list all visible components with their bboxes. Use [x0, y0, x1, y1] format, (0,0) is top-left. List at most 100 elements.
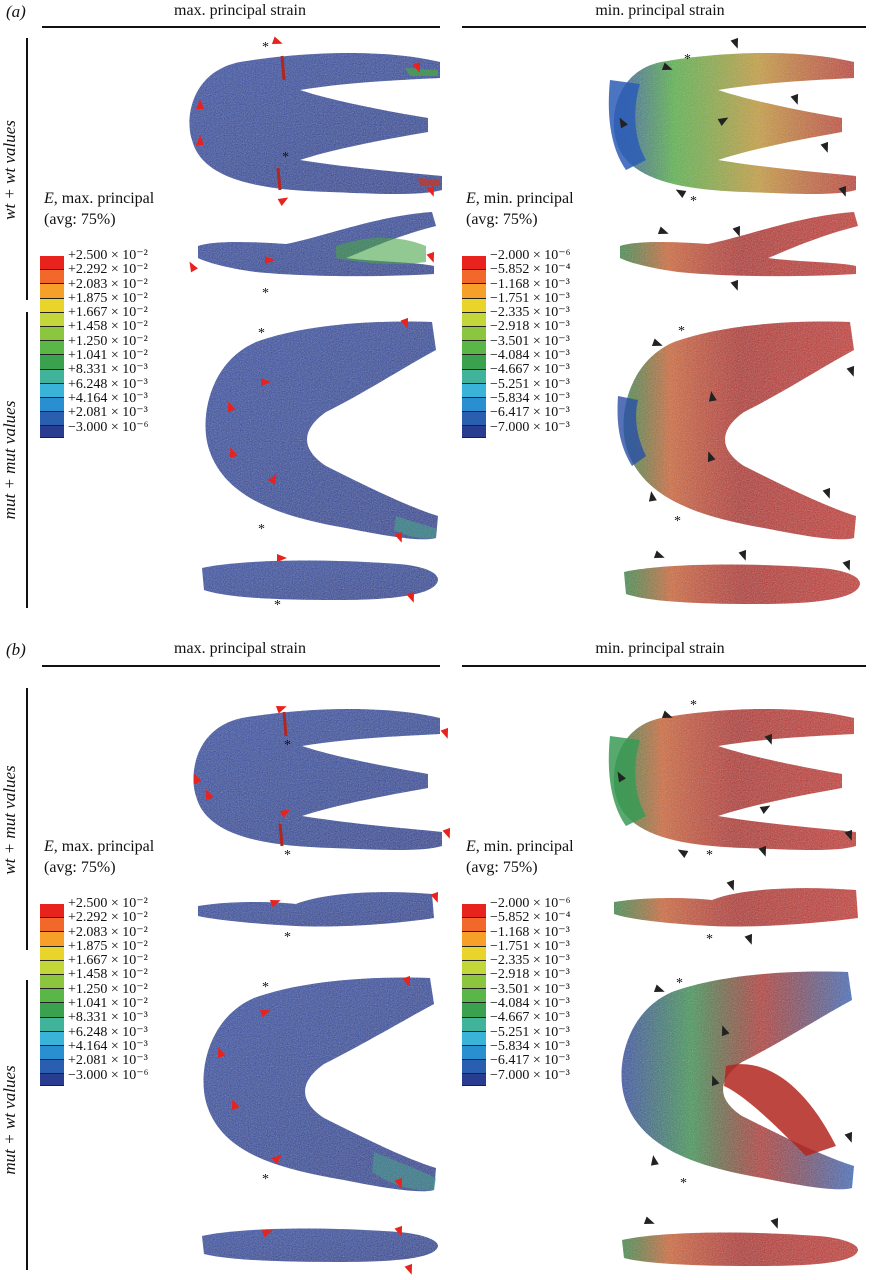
panel-b-row2-rule — [26, 980, 28, 1270]
arrowhead-marker — [764, 733, 773, 745]
arrowhead-marker — [838, 185, 847, 197]
asterisk-marker: * — [706, 848, 713, 863]
legend-swatch — [462, 946, 486, 961]
legend-tick-label: −3.000 × 10⁻⁶ — [68, 419, 149, 435]
legend-tick-label: +1.250 × 10⁻² — [68, 981, 148, 997]
legend-avg: (avg: 75%) — [466, 859, 538, 876]
legend-tick-label: +1.458 × 10⁻² — [68, 967, 148, 983]
legend-b-max-ticks: +2.500 × 10⁻² +2.292 × 10⁻² +2.083 × 10⁻² +… — [68, 896, 149, 1083]
legend-tick-label: −1.751 × 10⁻³ — [490, 938, 570, 954]
legend-swatch — [462, 1003, 486, 1018]
arrowhead-marker — [758, 845, 767, 857]
legend-tick-label: −2.000 × 10⁻⁶ — [490, 248, 571, 263]
arrowhead-marker — [653, 984, 665, 993]
jaw-b-wtmut-min-lateral — [614, 888, 858, 927]
legend-tick-label: −5.834 × 10⁻³ — [490, 1038, 570, 1054]
legend-swatch — [40, 412, 64, 427]
arrowhead-marker — [770, 1217, 779, 1229]
legend-swatch — [462, 270, 486, 285]
arrowhead-marker — [822, 487, 831, 499]
arrowhead-marker — [277, 554, 287, 562]
legend-swatch — [462, 383, 486, 398]
asterisk-marker: * — [258, 522, 265, 537]
legend-var: E — [466, 838, 476, 855]
arrowhead-marker — [193, 773, 202, 785]
legend-swatch — [462, 1017, 486, 1032]
legend-swatch — [462, 326, 486, 342]
legend-swatch — [40, 1060, 64, 1075]
asterisk-marker: * — [262, 1172, 269, 1187]
legend-tick-label: +8.331 × 10⁻³ — [68, 362, 148, 378]
legend-tick-label: +2.081 × 10⁻³ — [68, 1053, 148, 1069]
legend-tick-label: +8.331 × 10⁻³ — [68, 1010, 148, 1026]
legend-swatch — [40, 383, 64, 398]
legend-avg: (avg: 75%) — [44, 859, 116, 876]
legend-swatch — [40, 256, 64, 271]
legend-swatch — [40, 369, 64, 384]
asterisk-marker: * — [284, 738, 291, 753]
arrowhead-marker — [271, 36, 283, 45]
legend-tick-label: +1.667 × 10⁻² — [68, 953, 148, 969]
legend-swatch — [40, 932, 64, 947]
legend-swatch — [462, 312, 486, 327]
asterisk-marker: * — [282, 150, 289, 165]
legend-tick-label: −3.501 × 10⁻³ — [490, 333, 570, 349]
legend-swatch — [40, 355, 64, 370]
legend-swatch — [462, 960, 486, 975]
legend-tick-label: +1.458 × 10⁻² — [68, 319, 148, 335]
legend-avg: (avg: 75%) — [44, 211, 116, 228]
legend-avg: (avg: 75%) — [466, 211, 538, 228]
legend-title-text: , min. principal — [475, 190, 574, 207]
legend-a-max-title: E, max. principal (avg: 75%) — [44, 188, 154, 230]
legend-tick-label: +1.041 × 10⁻² — [68, 348, 148, 364]
legend-var: E — [466, 190, 476, 207]
arrowhead-marker — [661, 710, 673, 719]
legend-swatch — [462, 989, 486, 1004]
legend-tick-label: +2.292 × 10⁻² — [68, 262, 148, 278]
legend-swatch — [40, 946, 64, 961]
panel-letter-b: (b) — [6, 640, 26, 659]
legend-tick-label: −4.667 × 10⁻³ — [490, 362, 570, 378]
legend-swatch — [40, 1074, 64, 1087]
legend-title-text: , min. principal — [475, 838, 574, 855]
legend-swatch — [462, 412, 486, 427]
jaw-b-mutwt-max-dorsal — [203, 977, 436, 1192]
arrowhead-marker — [651, 338, 663, 347]
legend-tick-label: +2.292 × 10⁻² — [68, 910, 148, 926]
legend-tick-label: −7.000 × 10⁻³ — [490, 1067, 570, 1083]
legend-title-text: , max. principal — [53, 190, 155, 207]
panel-b-col2-title: min. principal strain — [595, 640, 725, 657]
panel-b-col2-rule — [462, 665, 866, 667]
panel-b-row1-rule — [26, 688, 28, 950]
asterisk-marker: * — [678, 324, 685, 339]
arrowhead-marker — [196, 135, 204, 145]
panel-a-col1-title: max. principal strain — [174, 2, 306, 19]
arrowhead-marker — [738, 549, 747, 561]
arrowhead-marker — [426, 185, 435, 197]
arrowhead-marker — [648, 491, 657, 502]
legend-swatch — [462, 355, 486, 370]
arrowhead-marker — [268, 473, 277, 485]
jaw-a-wt-min-dorsal — [608, 52, 856, 195]
arrowhead-marker — [661, 62, 673, 71]
legend-swatch — [40, 904, 64, 919]
legend-swatch — [40, 960, 64, 975]
legend-swatch — [462, 298, 486, 313]
legend-tick-label: −4.667 × 10⁻³ — [490, 1010, 570, 1026]
legend-tick-label: +6.248 × 10⁻³ — [68, 376, 148, 392]
arrowhead-marker — [717, 117, 729, 126]
panel-b-col1-title: max. principal strain — [174, 640, 306, 657]
legend-swatch — [40, 298, 64, 313]
jaw-a-mut-max-dorsal — [205, 321, 438, 540]
legend-swatch — [40, 1031, 64, 1046]
arrowhead-marker — [440, 727, 449, 739]
legend-swatch — [462, 341, 486, 356]
legend-swatch — [462, 974, 486, 990]
legend-swatch — [40, 326, 64, 342]
legend-swatch — [462, 1031, 486, 1046]
panel-a-row1-rule — [26, 38, 28, 300]
legend-tick-label: +2.500 × 10⁻² — [68, 896, 148, 911]
arrowhead-marker — [275, 705, 287, 714]
legend-b-min-ticks: −2.000 × 10⁻⁶ −5.852 × 10⁻⁴ −1.168 × 10⁻³ −… — [490, 896, 571, 1083]
legend-b-min-bar — [462, 904, 486, 1087]
